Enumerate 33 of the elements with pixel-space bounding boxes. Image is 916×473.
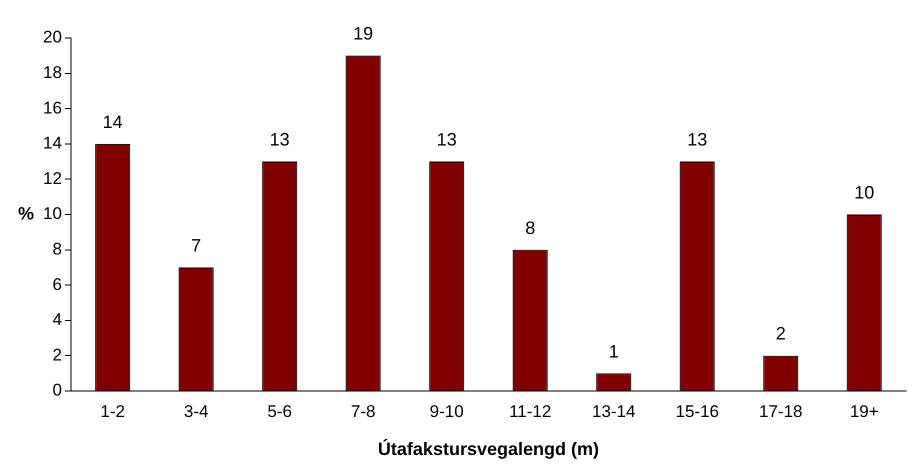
y-tick-label: 6 bbox=[52, 274, 62, 294]
data-label: 14 bbox=[102, 112, 123, 132]
x-tick-label: 5-6 bbox=[267, 402, 292, 421]
data-label: 19 bbox=[353, 24, 374, 44]
y-tick-label: 0 bbox=[52, 380, 62, 400]
x-axis-title: Útafakstursvegalengd (m) bbox=[378, 439, 599, 460]
y-tick-label: 18 bbox=[42, 62, 62, 82]
y-axis-title: % bbox=[18, 203, 34, 224]
x-tick-label: 15-16 bbox=[675, 402, 719, 421]
y-tick-label: 20 bbox=[42, 28, 62, 47]
data-label: 13 bbox=[436, 130, 457, 150]
data-label: 13 bbox=[270, 130, 290, 150]
y-tick-label: 16 bbox=[42, 98, 62, 118]
x-tick-label: 19+ bbox=[850, 402, 879, 421]
y-tick-label: 10 bbox=[42, 204, 62, 224]
y-tick-label: 2 bbox=[52, 345, 62, 364]
x-tick-label: 3-4 bbox=[184, 402, 208, 421]
x-tick-label: 7-8 bbox=[350, 402, 376, 421]
y-tick-label: 14 bbox=[42, 134, 62, 153]
data-label: 2 bbox=[776, 324, 786, 344]
x-tick-label: 13-14 bbox=[592, 402, 636, 421]
data-label: 13 bbox=[687, 130, 708, 150]
data-label: 7 bbox=[191, 235, 202, 256]
data-label: 10 bbox=[854, 182, 874, 202]
x-tick-label: 9-10 bbox=[430, 402, 464, 421]
x-tick-label: 17-18 bbox=[758, 402, 802, 421]
x-tick-label: 11-12 bbox=[509, 402, 552, 421]
data-label: 1 bbox=[608, 341, 619, 362]
x-tick-label: 1-2 bbox=[100, 402, 125, 421]
y-tick-label: 8 bbox=[52, 239, 62, 258]
data-label: 8 bbox=[525, 218, 536, 238]
y-tick-label: 4 bbox=[52, 310, 62, 330]
y-tick-label: 12 bbox=[42, 168, 62, 188]
